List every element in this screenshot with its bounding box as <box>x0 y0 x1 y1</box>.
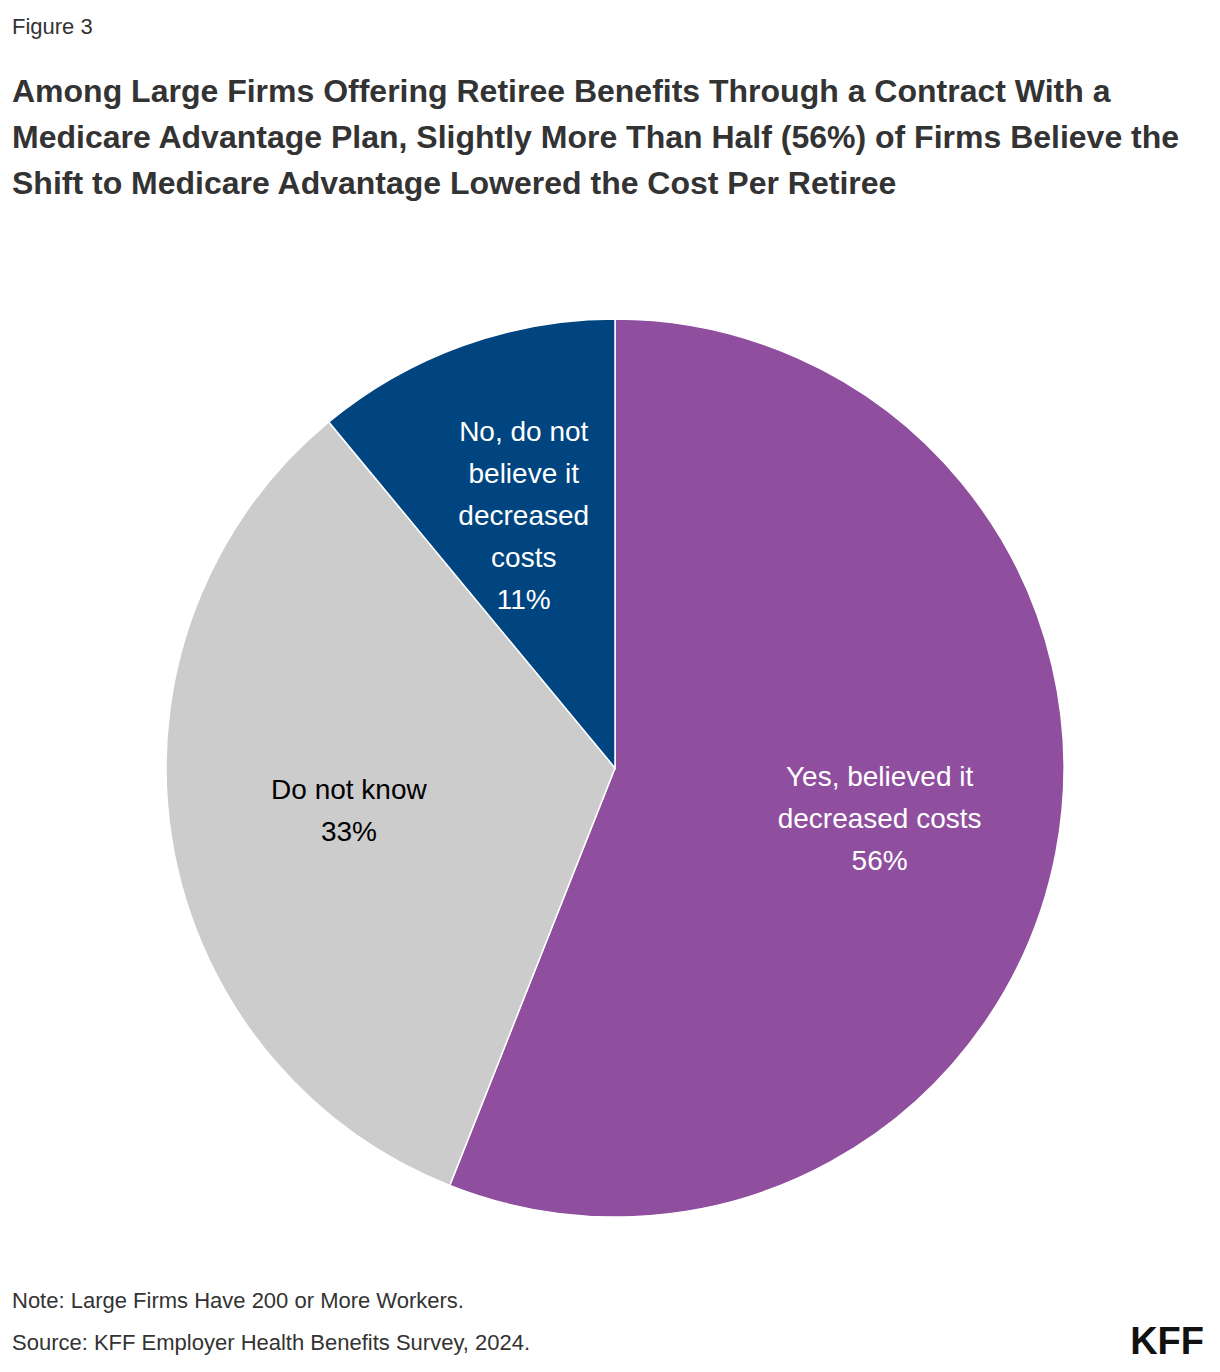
html-text:Among Large Firms Offering Ret: Among Large Firms Offering Retiree Benef… <box>12 73 1180 201</box>
svg-text:Do not know33%: Do not know33% <box>271 774 427 847</box>
svg-text:Yes, believed itdecreased cost: Yes, believed itdecreased costs56% <box>778 761 982 876</box>
html-text:Figure 3: Figure 3 <box>12 14 93 39</box>
html-text:Note: Large Firms Have 200 or: Note: Large Firms Have 200 or More Worke… <box>12 1288 464 1313</box>
html-text:Source: KFF Employer Health Be: Source: KFF Employer Health Benefits Sur… <box>12 1330 531 1355</box>
html-text:KFF: KFF <box>1130 1320 1204 1362</box>
svg-text:No, do notbelieve itdecreasedc: No, do notbelieve itdecreasedcosts11% <box>458 415 589 614</box>
